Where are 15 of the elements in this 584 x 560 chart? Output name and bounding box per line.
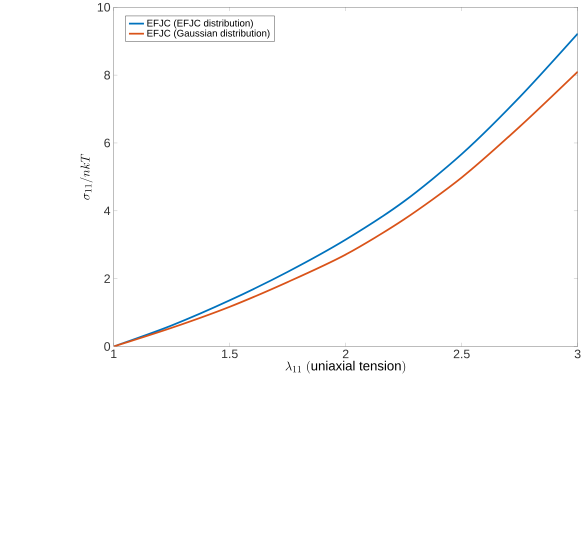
x-tick-label: 1.5 [222, 350, 238, 358]
x-tick-label: 2 [342, 349, 348, 358]
x-tick-label: 2.5 [454, 349, 470, 358]
legend-label: EFJC (Gaussian distribution) [147, 29, 270, 38]
y-tick-label: 6 [104, 138, 110, 148]
x-axis-title: $\lambda_{11}\ \mathrm{(uniaxial\ tension)}$ [286, 360, 406, 374]
x-tick-label: 3 [574, 349, 581, 358]
legend-label: EFJC (EFJC distribution) [147, 19, 253, 28]
y-tick-label: 8 [104, 70, 110, 80]
y-tick-label: 2 [104, 274, 110, 283]
y-axis-title: $\sigma_{11}/nkT$ [80, 154, 93, 200]
y-tick-label: 4 [104, 206, 110, 215]
y-tick-label: 0 [104, 342, 110, 351]
y-tick-label: 10 [98, 2, 110, 12]
x-tick-label: 1 [111, 350, 116, 358]
